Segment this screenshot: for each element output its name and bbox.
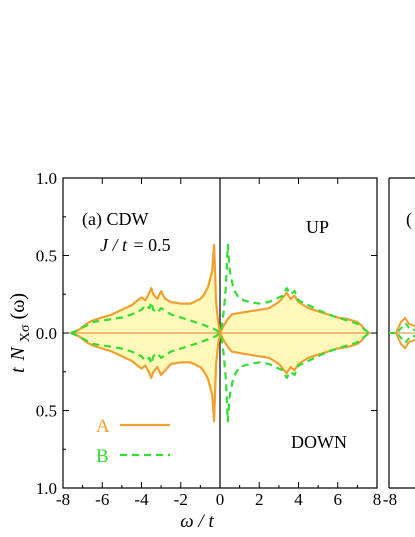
fill-area-up xyxy=(70,244,370,333)
legend-label-a: A xyxy=(96,416,110,437)
x-tick-label: 4 xyxy=(294,490,303,509)
x-tick-label: 2 xyxy=(255,490,264,509)
y-tick-label: 0.5 xyxy=(36,247,57,266)
x-tick-label: -2 xyxy=(174,490,188,509)
ticks-group xyxy=(62,177,378,489)
series-a-up-line xyxy=(70,243,370,335)
panel-label: (a) CDW xyxy=(82,209,148,230)
series-b-down-line xyxy=(70,331,370,423)
x-tick-label: 6 xyxy=(334,490,343,509)
neighbor-panel-tick-label: -8 xyxy=(383,490,397,509)
y-axis-label-symbol: N xyxy=(7,345,29,361)
y-axis-label-prefix: t xyxy=(7,367,29,373)
legend-label-b: B xyxy=(96,446,109,467)
series-b-up-line xyxy=(70,243,370,335)
fill-area-down xyxy=(70,333,370,422)
x-axis-label: ω / t xyxy=(180,511,214,532)
x-tick-label: -4 xyxy=(134,490,149,509)
parameter-label: J / t = 0.5 xyxy=(100,235,171,255)
x-tick-label: -8 xyxy=(56,490,70,509)
neighbor-series-a-up-fragment xyxy=(389,316,415,334)
parameter-symbol: J / t xyxy=(100,235,128,255)
parameter-value: = 0.5 xyxy=(134,235,171,255)
y-axis-label-subscript: Xσ xyxy=(18,324,33,342)
neighbor-panel-label-fragment: ( xyxy=(406,209,412,230)
x-tick-label: 8 xyxy=(373,490,382,509)
series-lines-group xyxy=(70,243,415,423)
y-tick-label: 1.0 xyxy=(36,169,57,188)
series-a-down-line xyxy=(70,331,370,423)
y-tick-label: 1.0 xyxy=(36,479,57,498)
y-tick-label: 0.0 xyxy=(36,324,57,343)
y-tick-label: 0.5 xyxy=(36,402,57,421)
region-label-up: UP xyxy=(306,217,329,237)
neighbor-series-a-down-fragment xyxy=(389,332,415,350)
labels-group: (a) CDW J / t = 0.5 UP DOWN ω / t t N Xσ… xyxy=(7,169,412,532)
x-tick-label: -6 xyxy=(95,490,109,509)
y-axis-label: t N Xσ (ω) xyxy=(7,293,34,373)
x-tick-label: 0 xyxy=(216,490,225,509)
y-axis-label-suffix: (ω) xyxy=(7,293,29,319)
filled-area-group xyxy=(70,244,370,422)
region-label-down: DOWN xyxy=(291,432,347,452)
